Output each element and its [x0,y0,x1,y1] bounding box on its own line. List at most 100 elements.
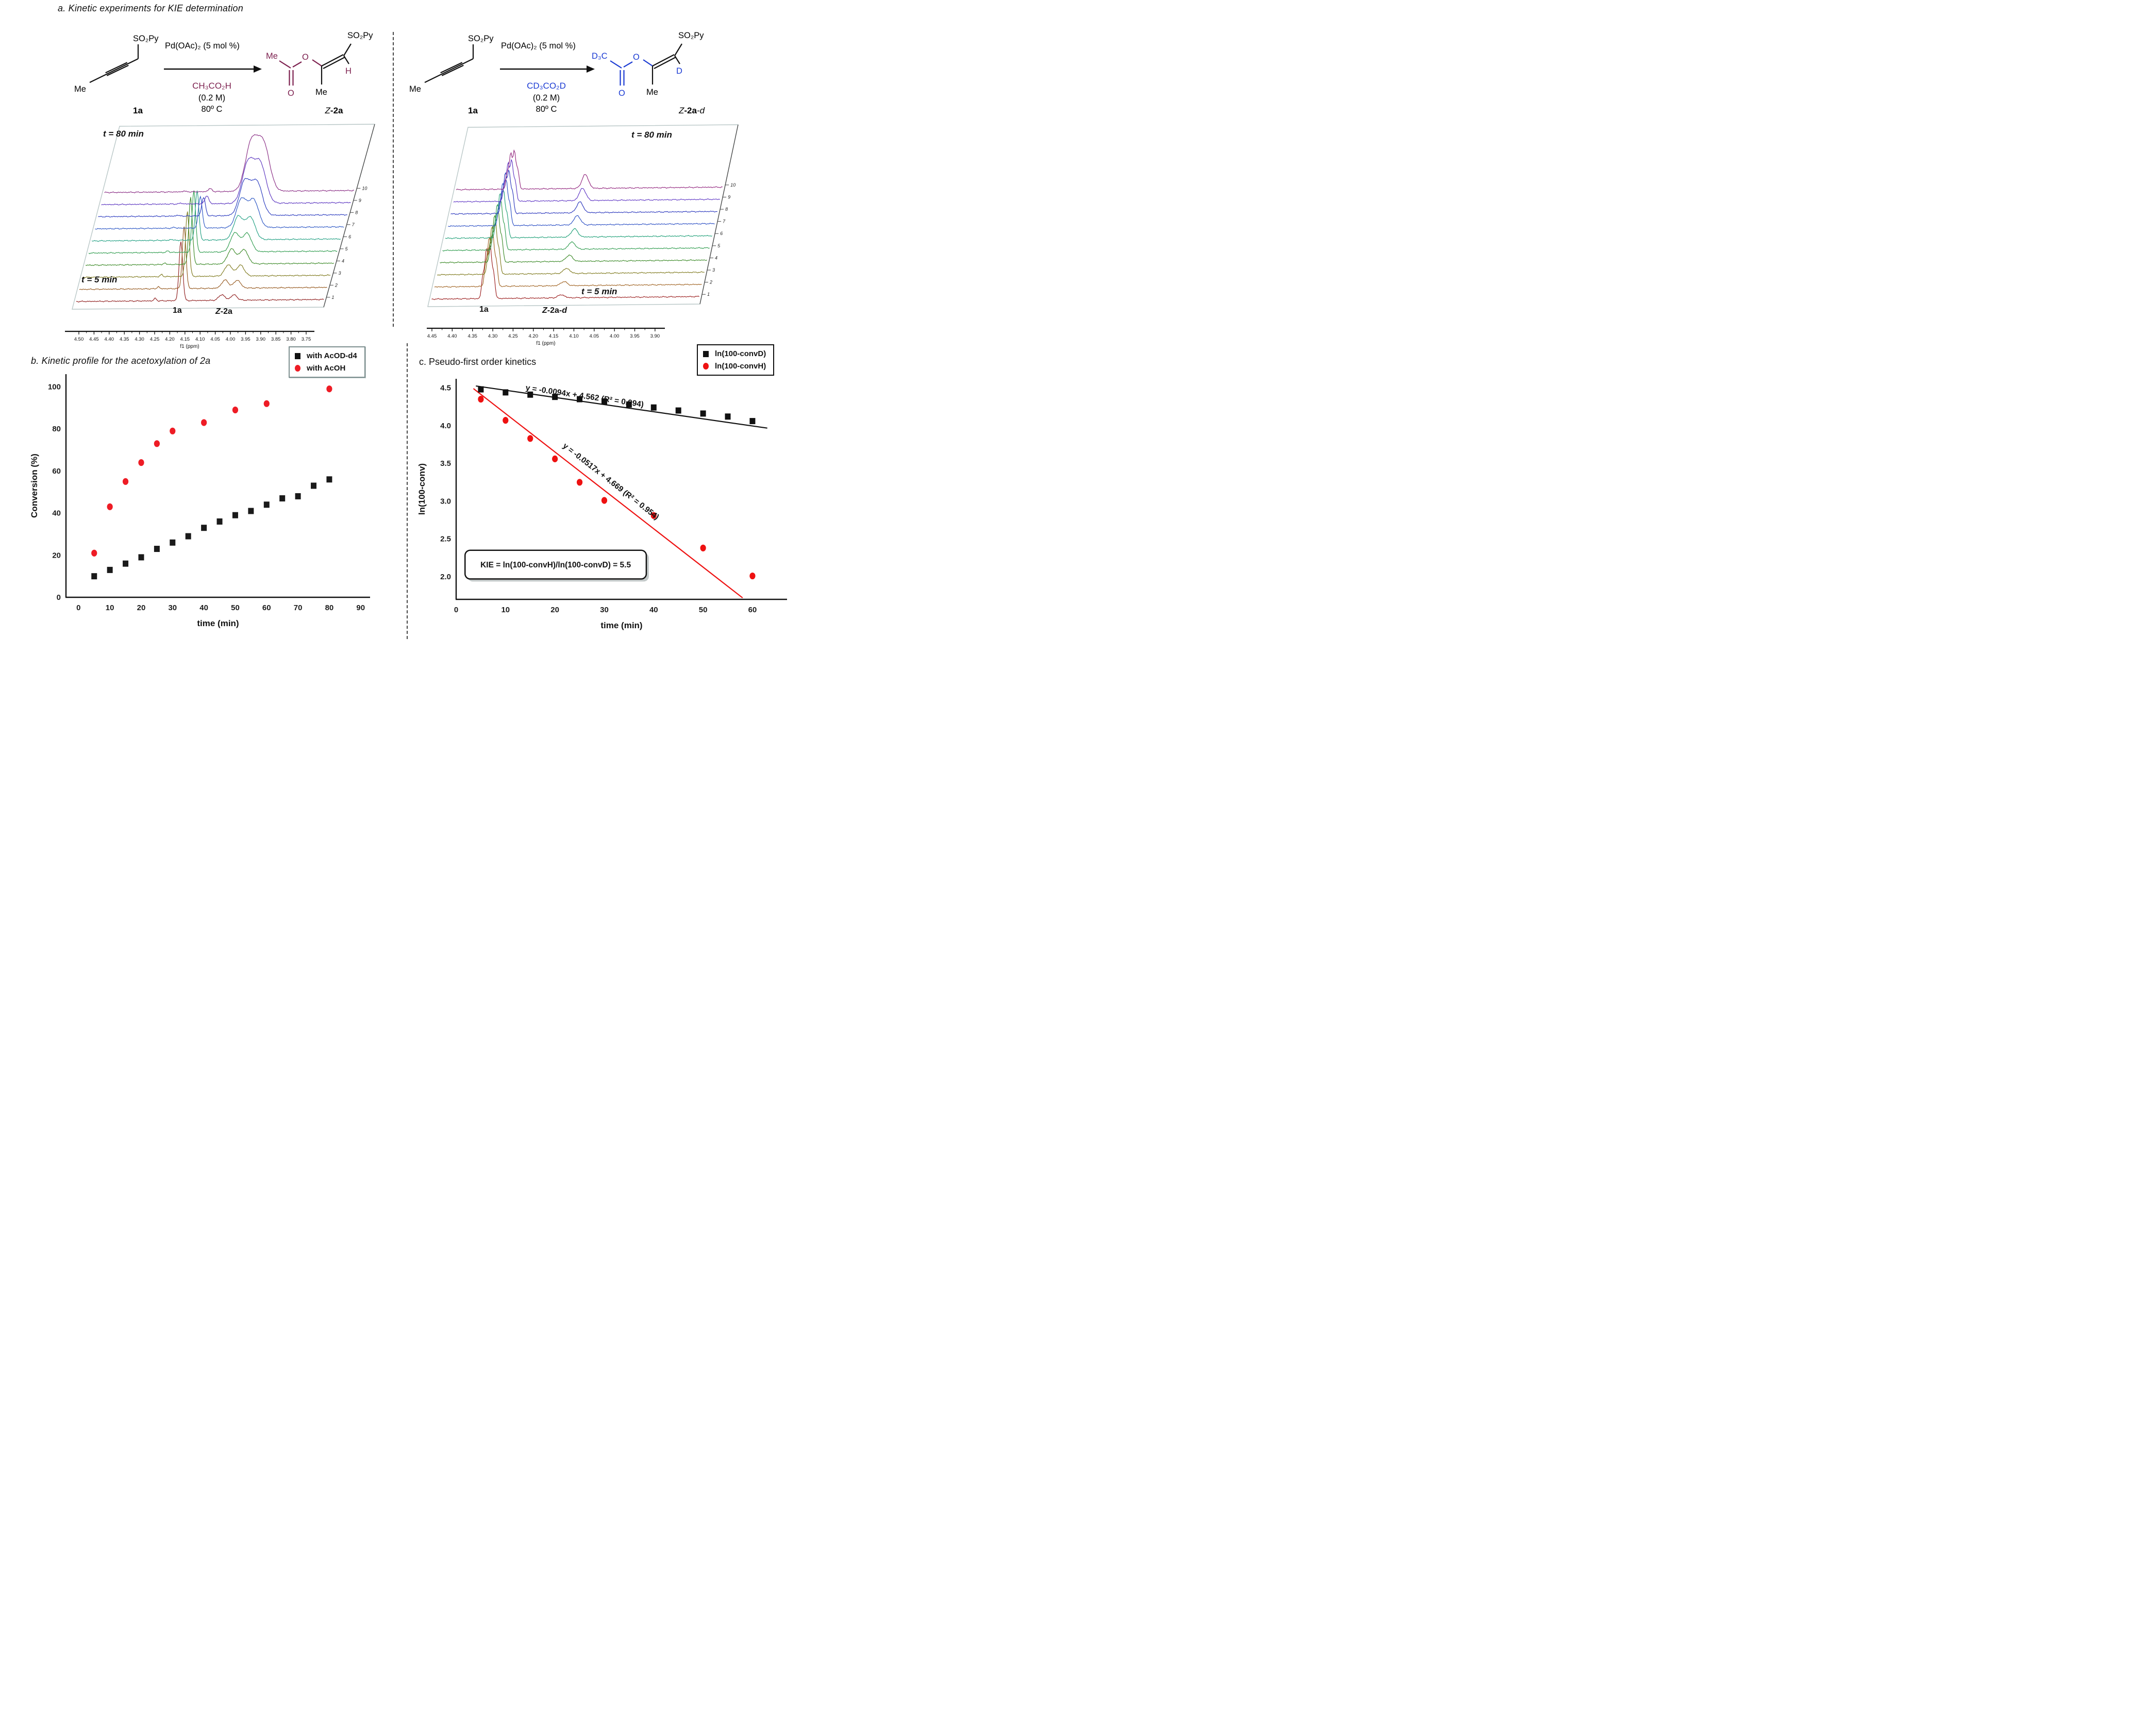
x-tick-label: 10 [106,603,114,612]
nmr-trace-number: 7 [352,222,355,227]
nmr-trace-6 [445,189,712,240]
x-tick-label: 50 [231,603,240,612]
panel-c-legend: ln(100-convD) ln(100-convH) [697,344,775,376]
data-point [263,400,270,407]
nmr-trace-5 [442,199,710,251]
nmr-trace-7 [95,195,344,230]
concentration-label: (0.2 M) [198,93,225,103]
nmr-trace-8 [450,170,717,215]
product-id: Z-2a [325,106,344,115]
data-point [478,395,484,403]
reactant-so2py-label: SO₂Py [468,34,494,43]
arrowhead-icon [587,65,595,73]
acid-label: CD₃CO₂D [527,81,566,91]
y-tick-label: 4.5 [440,384,451,393]
figure-page: a. Kinetic experiments for KIE determina… [0,0,798,640]
conversion-chart: 0 10 20 30 40 50 60 70 80 90 0 20 40 60 80 100 time (min… [29,374,370,628]
x-tick-label: 20 [137,603,146,612]
nmr-right-time-top-label: t = 80 min [631,130,672,140]
nmr-trace-number: 10 [730,182,736,188]
data-point [503,389,509,396]
ppm-tick-label: 4.45 [89,337,99,342]
data-point [650,404,657,411]
temperature-label: 80º C [536,105,557,114]
nmr-trace-4 [440,210,707,264]
data-point [552,455,558,462]
data-point [232,512,238,518]
x-tick-label: 70 [294,603,303,612]
product-acetyl-me-label: Me [266,52,278,61]
nmr-trace-8 [98,178,347,217]
data-point [700,410,706,417]
ppm-tick-label: 4.10 [569,333,579,339]
nmr-trace-number: 10 [362,186,367,191]
ppm-tick-label: 4.25 [508,333,518,339]
nmr-trace-1 [431,244,699,300]
panel-a-divider [393,32,394,327]
panel-b-c-divider [407,343,408,639]
ppm-axis-label: f1 (ppm) [180,344,199,349]
nmr-trace-number: 2 [335,282,338,288]
data-point [576,479,583,486]
y-tick-label: 2.0 [440,573,451,581]
data-point [138,459,144,466]
panel-c-title: c. Pseudo-first order kinetics [419,357,537,367]
data-point [216,518,223,525]
y-tick-label: 80 [52,425,61,433]
legend-item-acod: with AcOD-d4 [295,351,357,360]
nmr-frame [427,124,739,307]
x-tick-label: 30 [168,603,177,612]
nmr-trace-number: 9 [728,194,730,199]
data-point [170,539,176,546]
y-tick-label: 100 [48,383,61,392]
reactant-id: 1a [468,106,478,115]
nmr-right-substrate-peak-label: 1a [479,305,489,314]
ppm-tick-label: 4.30 [488,333,498,339]
product-vinyl-h-label: H [345,66,352,76]
axes: 0 10 20 30 40 50 60 2.0 2.5 3.0 3.5 4.0 4.5 time (min… [417,379,787,630]
red-circle-marker-icon [703,363,709,370]
data-point [295,493,301,499]
fit-line-1 [473,388,743,598]
ppm-tick-label: 4.05 [210,337,220,342]
product-vinyl-d-label: D [676,66,682,76]
kinetics-chart: 0 10 20 30 40 50 60 2.0 2.5 3.0 3.5 4.0 4.5 time (min… [417,379,787,630]
reactant-structure [424,44,474,83]
ppm-tick-label: 4.00 [610,333,620,339]
nmr-trace-number: 1 [707,292,710,297]
ppm-tick-label: 4.35 [120,337,129,342]
nmr-left-time-top-label: t = 80 min [103,129,144,139]
ppm-tick-label: 4.50 [74,337,84,342]
legend-label: ln(100-convD) [715,349,766,358]
nmr-left-time-bottom-label: t = 5 min [81,275,118,284]
legend-label: with AcOH [307,364,346,373]
data-point [107,503,113,510]
legend-item-acoh: with AcOH [295,364,357,373]
nmr-trace-number: 3 [712,267,715,273]
data-point [122,478,129,485]
ppm-tick-label: 4.05 [590,333,599,339]
nmr-trace-4 [85,197,334,266]
nmr-trace-9 [101,157,351,206]
x-tick-label: 90 [356,603,365,612]
ppm-tick-label: 4.45 [427,333,437,339]
data-point [91,549,97,557]
data-point [749,418,756,425]
legend-item-convd: ln(100-convD) [703,349,766,358]
data-point [601,497,608,504]
x-tick-label: 0 [454,606,458,614]
data-point [123,560,129,567]
nmr-trace-5 [88,190,338,254]
arrowhead-icon [254,65,262,73]
nmr-trace-number: 2 [709,280,712,285]
y-tick-label: 4.0 [440,422,451,430]
data-point [650,512,657,519]
nmr-trace-10 [456,149,723,191]
product-me-label: Me [646,88,658,97]
data-point [577,396,583,402]
nmr-right-axis [699,124,739,305]
nmr-left-substrate-peak-label: 1a [173,306,182,315]
product-so2py-label: SO₂Py [678,31,704,40]
